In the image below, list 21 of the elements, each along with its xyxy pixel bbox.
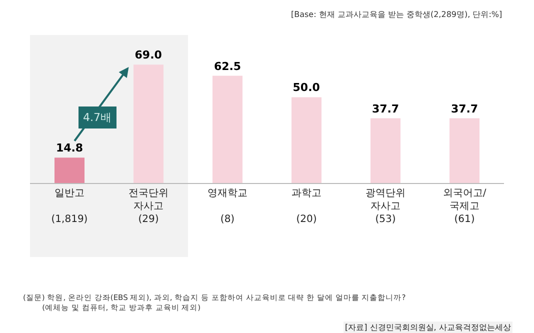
text: [자료] 신경민국회의원실, 사교육걱정없는세상	[345, 323, 511, 332]
data-label: 69.0	[134, 48, 162, 62]
x-tick-label: 광역단위 자사고 (53)	[366, 188, 406, 225]
text: [Base: 현재 교과사교육을 받는 중학생(2,289명), 단위:%]	[291, 10, 502, 19]
data-label: 37.7	[372, 102, 400, 116]
bar	[291, 97, 322, 183]
data-label: 50.0	[292, 81, 320, 94]
data-label: 37.7	[450, 102, 478, 116]
category-label: 과학고 (20)	[292, 188, 322, 225]
bar	[54, 158, 85, 183]
bar	[370, 118, 401, 183]
category-label: 영재학교 (8)	[208, 188, 248, 225]
x-tick-label: 외국어고/ 국제고 (61)	[442, 188, 487, 225]
bar	[449, 118, 480, 183]
category-label: 일반고 (1,819)	[51, 188, 88, 225]
bar	[212, 76, 243, 183]
data-label: 62.5	[214, 60, 242, 73]
x-tick-label: 전국단위 자사고 (29)	[128, 188, 168, 225]
data-label: 14.8	[56, 142, 84, 155]
annotation: 4.7배	[83, 111, 112, 124]
bar	[133, 64, 164, 183]
